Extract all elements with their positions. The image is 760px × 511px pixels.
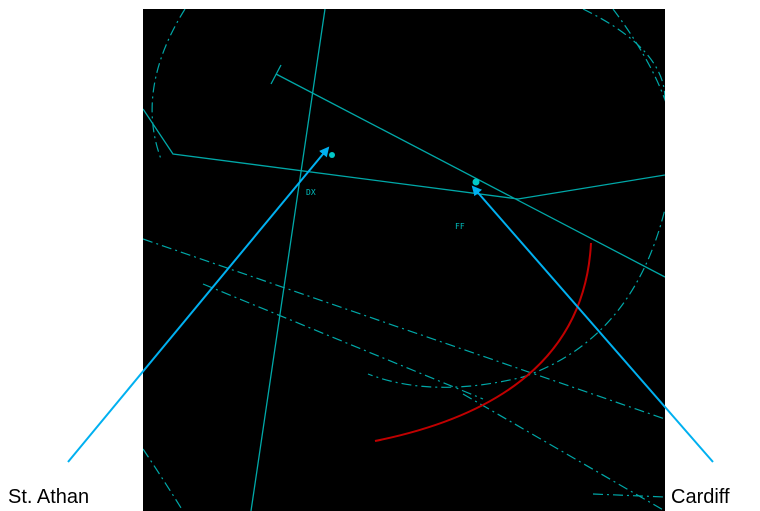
beacon-code-dx: DX <box>306 188 316 197</box>
st-athan-label: St. Athan <box>8 486 90 508</box>
boundary-arc <box>582 9 665 100</box>
boundary-line <box>462 393 665 511</box>
cardiff-beacon <box>472 178 480 186</box>
boundary-arc <box>143 448 184 511</box>
radar-display: DX FF <box>143 9 665 511</box>
boundary-line <box>592 493 665 498</box>
boundary-arc <box>151 9 186 160</box>
st-athan-beacon <box>329 152 335 158</box>
boundary-line <box>143 238 665 420</box>
beacon-code-ff: FF <box>455 222 465 231</box>
cardiff-arrow <box>471 185 714 463</box>
boundary-circle <box>367 9 665 388</box>
route-line <box>143 108 665 200</box>
cardiff-label: Cardiff <box>671 486 730 508</box>
airway-line <box>275 73 665 278</box>
radar-scope: DX FF <box>143 9 665 511</box>
red-arc <box>374 242 592 442</box>
st-athan-arrow <box>67 146 330 463</box>
airway-tick <box>270 64 282 85</box>
